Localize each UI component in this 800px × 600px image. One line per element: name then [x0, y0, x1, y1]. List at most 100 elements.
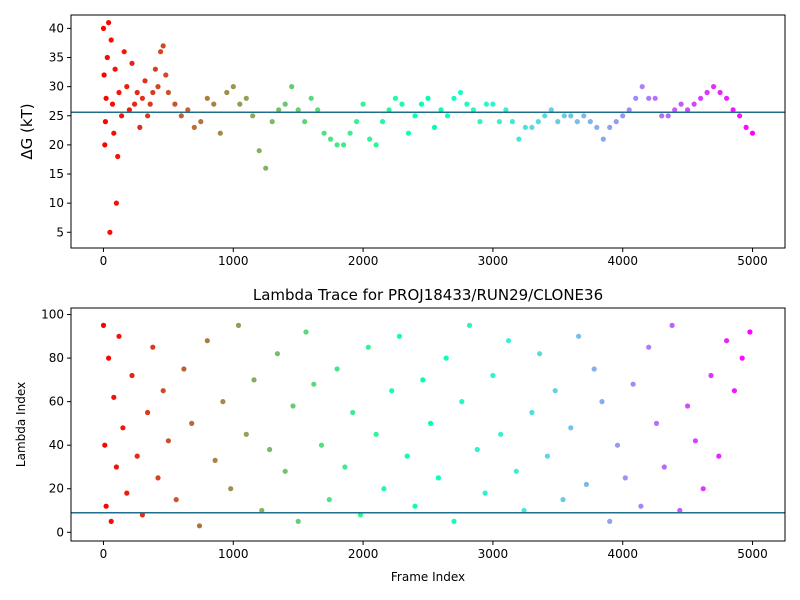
lam-point	[646, 344, 652, 350]
lam-point	[326, 497, 332, 503]
lam-point	[544, 453, 551, 459]
lam-point	[661, 464, 667, 470]
dg-point	[691, 101, 697, 107]
dg-y-tick-label: 35	[49, 51, 64, 65]
dg-point	[147, 101, 153, 107]
lam-point	[334, 366, 340, 372]
lam-point	[259, 507, 265, 514]
dg-point	[103, 95, 109, 101]
dg-point	[155, 84, 161, 90]
dg-point	[425, 95, 431, 101]
dg-point	[116, 89, 122, 96]
lam-point	[350, 409, 356, 416]
dg-point	[373, 142, 379, 148]
lambda-y-axis-label: Lambda Index	[14, 382, 28, 467]
dg-point	[256, 148, 262, 154]
dg-point	[282, 101, 288, 107]
lam-point	[134, 453, 140, 459]
dg-point	[600, 136, 606, 142]
dg-point	[112, 66, 118, 72]
dg-point	[211, 101, 217, 107]
dg-point	[380, 119, 386, 125]
lam-point	[412, 503, 418, 509]
lam-point	[251, 377, 257, 383]
dg-point	[581, 113, 587, 119]
dg-point	[132, 101, 138, 107]
dg-point	[354, 119, 360, 125]
lam-point	[212, 457, 218, 463]
dg-x-tick-label: 5000	[737, 254, 768, 268]
dg-point	[477, 119, 483, 125]
dg-point	[115, 153, 121, 160]
dg-point	[711, 84, 717, 90]
lam-point	[139, 512, 145, 518]
lam-point	[318, 442, 325, 448]
dg-point	[438, 107, 444, 113]
lam-point	[160, 388, 166, 394]
dg-point	[360, 101, 366, 107]
dg-point	[509, 119, 515, 125]
lam-point	[583, 481, 590, 487]
dg-point	[107, 229, 113, 235]
lam-point	[228, 486, 234, 492]
lam-point	[282, 468, 288, 474]
lam-point	[739, 355, 745, 361]
lam-y-tick-label: 0	[56, 525, 64, 539]
lam-x-tick-label: 3000	[478, 547, 509, 561]
lam-point	[607, 518, 613, 525]
lam-point	[747, 329, 753, 335]
lam-point	[342, 464, 348, 470]
dg-point	[568, 113, 574, 119]
lam-point	[124, 490, 130, 496]
dg-point	[165, 89, 171, 96]
dg-point	[308, 95, 314, 101]
lam-point	[120, 425, 126, 431]
dg-point	[100, 25, 107, 31]
lam-point	[505, 338, 512, 344]
dg-point	[315, 107, 321, 113]
lam-y-tick-label: 40	[49, 438, 64, 452]
dg-point	[457, 89, 464, 96]
dg-point	[412, 113, 418, 119]
dg-point	[321, 130, 327, 136]
lam-point	[420, 377, 426, 383]
lam-point	[311, 381, 317, 387]
lam-point	[290, 403, 296, 409]
dg-point	[516, 136, 522, 142]
lam-point	[145, 409, 151, 416]
dg-point	[191, 124, 197, 130]
dg-point	[106, 20, 112, 26]
dg-point	[217, 130, 223, 136]
dg-point	[490, 101, 496, 107]
lam-point	[630, 381, 636, 387]
lam-point	[129, 372, 135, 379]
lam-point	[274, 351, 280, 357]
lam-point	[295, 518, 301, 525]
dg-y-tick-label: 15	[49, 167, 64, 181]
dg-point	[639, 84, 645, 90]
dg-point	[607, 124, 613, 130]
dg-point	[295, 107, 301, 113]
dg-point	[724, 95, 730, 101]
dg-point	[451, 95, 457, 101]
lam-point	[303, 329, 309, 335]
delta-g-axes-frame	[70, 14, 786, 249]
dg-point	[522, 124, 529, 130]
dg-x-tick-label: 1000	[218, 254, 249, 268]
dg-point	[587, 119, 593, 125]
delta-g-panel: 0 1000 2000 3000 4000 5000 5 10 15 20 25 30 35 40 ΔG…	[18, 14, 786, 268]
lam-point	[568, 425, 574, 431]
dg-point	[137, 124, 143, 130]
lam-point	[700, 486, 706, 492]
lam-point	[576, 333, 582, 339]
lam-point	[599, 399, 605, 405]
lam-point	[235, 322, 242, 328]
dg-point	[496, 119, 502, 125]
dg-point	[431, 124, 438, 130]
dg-point	[743, 124, 749, 130]
dg-point	[250, 113, 256, 119]
delta-g-y-axis-label: ΔG (kT)	[18, 103, 36, 159]
dg-point	[113, 200, 119, 206]
lam-point	[243, 431, 249, 437]
